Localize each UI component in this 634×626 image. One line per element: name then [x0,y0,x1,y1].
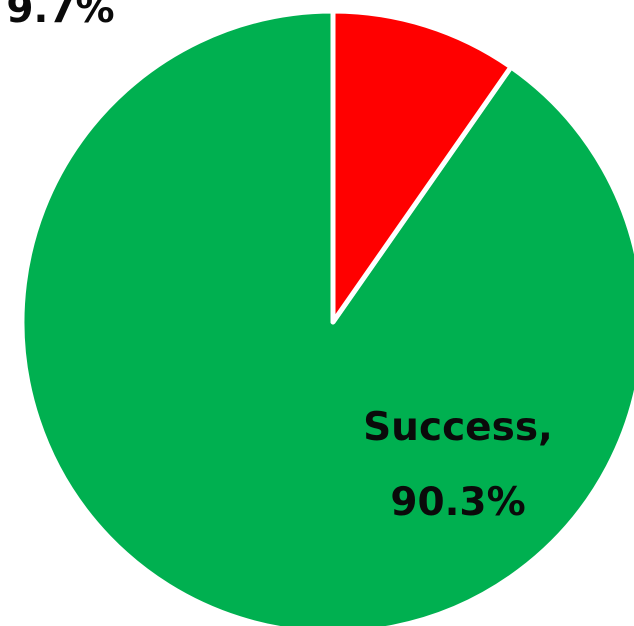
pie-slice-slice-1 [330,8,514,325]
success-data-label-name: Success, [363,405,553,450]
pie-slice-success [19,8,634,626]
success-data-label-value: 90.3% [390,480,525,525]
failure-data-label: , 9.7% [0,0,115,32]
pie-slices [19,8,634,626]
